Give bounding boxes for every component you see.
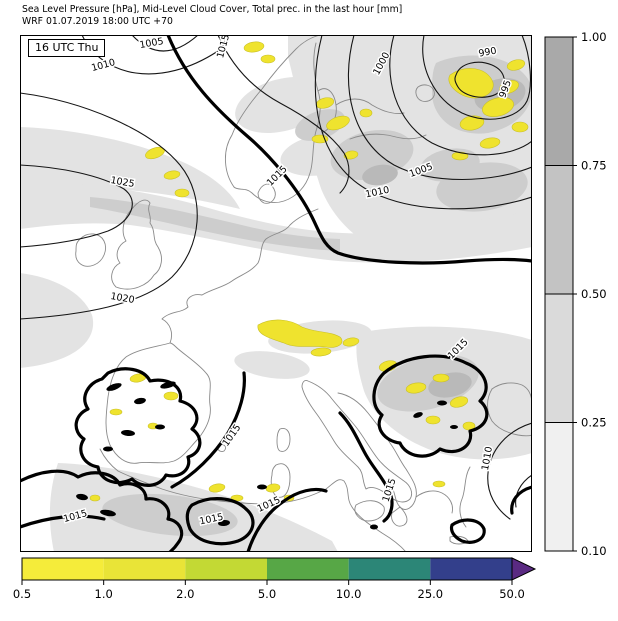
precip-cbar-tick-label: 5.0 xyxy=(258,587,276,601)
precip-colorbar: 0.5 1.0 2.0 5.0 10.0 25.0 50.0 xyxy=(13,557,537,601)
precip-cbar-tick-label: 25.0 xyxy=(418,587,444,601)
cloud-cbar-tick-label: 1.00 xyxy=(581,30,607,44)
cloud-cover-colorbar: 1.00 0.75 0.50 0.25 0.10 xyxy=(544,30,607,558)
precip-cbar-overflow-arrow xyxy=(511,557,537,581)
isobar-label: 990 xyxy=(478,46,498,60)
precip-cbar-tick-label: 0.5 xyxy=(13,587,31,601)
cloud-cbar-segment xyxy=(545,165,573,294)
title-line2: WRF 01.07.2019 18:00 UTC +70 xyxy=(22,15,173,27)
precipitation-layer xyxy=(89,41,529,502)
cloud-cbar-tick-label: 0.75 xyxy=(581,159,607,173)
cloud-cbar-tick-label: 0.50 xyxy=(581,287,607,301)
map-frame xyxy=(20,35,532,552)
precip-cbar-tick-label: 2.0 xyxy=(176,587,194,601)
precip-cbar-segment xyxy=(430,558,512,580)
precip-cbar-segment xyxy=(22,558,104,580)
cloud-cbar-tick-label: 0.10 xyxy=(581,544,607,558)
cloud-cbar-segment xyxy=(545,37,573,166)
terrain-dot-layer xyxy=(76,381,458,530)
precip-cbar-tick-label: 1.0 xyxy=(95,587,113,601)
cloud-cbar-segment xyxy=(545,294,573,423)
weather-map: 1005 1010 1015 1000 990 995 1005 1010 10… xyxy=(20,35,532,552)
isobar-bold-layer xyxy=(20,35,532,552)
isobar-thin-layer xyxy=(20,35,532,520)
cloud-cbar-segment xyxy=(545,422,573,551)
precip-cbar-segment xyxy=(348,558,431,580)
title-line1: Sea Level Pressure [hPa], Mid-Level Clou… xyxy=(22,4,403,15)
figure-title: Sea Level Pressure [hPa], Mid-Level Clou… xyxy=(22,4,402,27)
precip-cbar-tick-label: 10.0 xyxy=(336,587,362,601)
precip-cbar-segment xyxy=(267,558,349,580)
cloud-cbar-tick-label: 0.25 xyxy=(581,416,607,430)
timestamp-box: 16 UTC Thu xyxy=(28,39,106,57)
precip-cbar-segment xyxy=(103,558,186,580)
precip-cbar-segment xyxy=(185,558,267,580)
precip-cbar-tick-label: 50.0 xyxy=(499,587,525,601)
